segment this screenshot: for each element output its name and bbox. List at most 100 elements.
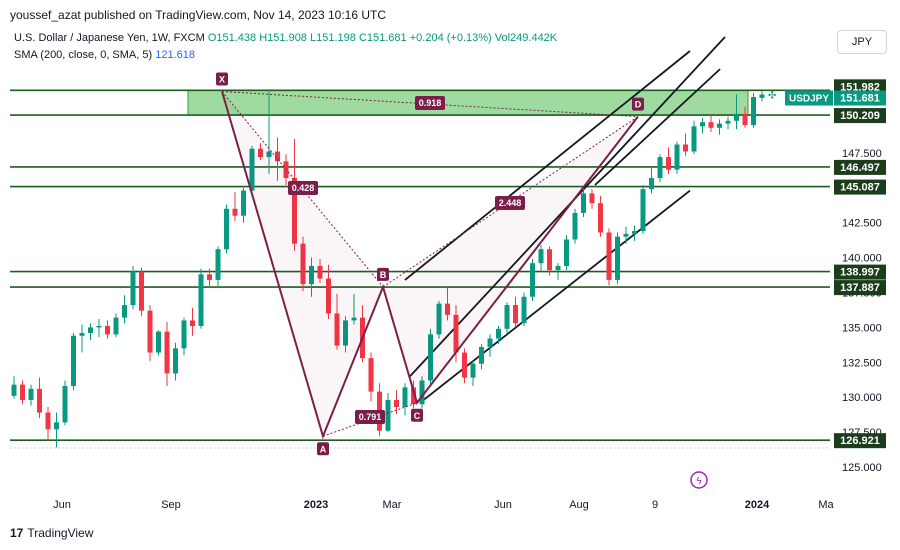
candle-body [411,387,416,405]
x-tick-label: Aug [569,499,589,511]
candle-body [275,151,280,162]
symbol-tag [785,90,833,106]
open-value: O151.438 [207,32,257,44]
candle-body [623,233,629,237]
candle-body [530,263,535,297]
candle-body [326,278,331,314]
x-tick-label: Sep [161,499,181,511]
level-price-tag [834,159,886,175]
symbol-legend: U.S. Dollar / Japanese Yen, 1W, FXCM O15… [14,32,557,44]
sma-value: 121.618 [155,49,195,61]
candle-body [368,358,374,392]
pattern-ratio-label: 0.428 [292,183,315,193]
volume-value: Vol249.442K [494,32,558,44]
pattern-point-label: X [219,74,225,84]
candle-body [700,122,705,127]
pattern-point-badge [632,97,644,111]
level-price-tag [834,179,886,195]
pattern-ratio-badge [495,196,525,210]
candle-body [649,178,654,190]
pattern-ratio-label: 0.918 [419,98,442,108]
candle-body [436,303,442,335]
candle-body [496,328,501,339]
candle-body [300,243,306,285]
x-tick-label: Jun [494,499,512,511]
candle-body [181,320,187,349]
low-value: L151.198 [310,32,356,44]
y-tick-label: 147.500 [842,148,882,160]
level-price-label: 138.997 [840,267,880,279]
candle-body [598,203,603,233]
candle-body [428,334,433,381]
candle-body [45,412,51,430]
cross-marker: ✣ [768,91,776,102]
candle-body [657,157,663,179]
pattern-point-label: C [414,411,421,421]
candle-body [632,231,637,234]
level-price-tag [834,264,886,280]
channel-line [594,68,721,186]
candle-body [96,326,102,328]
candle-body [394,399,399,407]
currency-button[interactable]: JPY [837,30,887,54]
last-price-tag [834,90,886,106]
pattern-point-badge [216,72,228,86]
candle-body [190,320,195,327]
candle-body [581,193,586,213]
x-tick-label: 2024 [745,499,770,511]
sma-label: SMA (200, close, 0, SMA, 5) [14,49,153,61]
level-price-tag [834,433,886,449]
level-price-label: 150.209 [840,110,880,122]
level-price-label: 151.982 [840,81,880,93]
pattern-point-badge [377,267,389,281]
candle-body [351,317,357,321]
pattern-point-badge [317,442,329,456]
candle-body [547,249,552,271]
pattern-point-label: D [635,100,642,110]
candle-body [232,208,238,216]
candle-body [589,193,595,204]
candle-body [20,384,25,400]
pattern-ratio-label: 2.448 [499,198,522,208]
candle-body [683,144,688,152]
level-price-tag [834,280,886,296]
candle-body [139,271,144,311]
candle-body [79,332,85,336]
candle-body [615,236,620,280]
last-price-label: 151.681 [840,93,880,105]
candle-body [343,320,348,346]
candle-body [504,305,510,329]
y-tick-label: 132.500 [842,357,882,369]
candle-body [130,271,136,306]
candle-body [207,274,212,280]
candle-body [292,178,297,244]
candle-body [462,352,467,378]
candle-body [453,314,459,353]
candle-body [113,317,119,335]
pattern-triangle-bcd [383,116,638,403]
x-tick-label: Ma [818,499,834,511]
change-value: +0.204 (+0.13%) [409,32,492,44]
level-price-label: 145.087 [840,182,880,194]
candle-body [88,327,93,333]
candle-body [71,335,76,387]
candle-body [241,190,246,216]
candle-body [54,422,59,430]
pattern-ratio-badge [288,181,318,195]
candle-body [62,386,68,423]
candle-body [640,189,646,232]
candle-body [317,265,323,279]
footer-brand: TradingView [27,526,94,540]
pattern-point-label: A [320,444,327,454]
pattern-point-label: B [380,270,387,280]
symbol-tag-label: USDJPY [789,94,829,105]
candle-body [564,239,569,266]
level-price-label: 126.921 [840,435,880,447]
x-tick-label: 2023 [304,499,328,511]
candle-body [156,331,161,353]
candle-body [708,122,714,128]
candle-body [691,126,697,152]
zone-rect [187,89,749,116]
candle-body [470,363,476,378]
